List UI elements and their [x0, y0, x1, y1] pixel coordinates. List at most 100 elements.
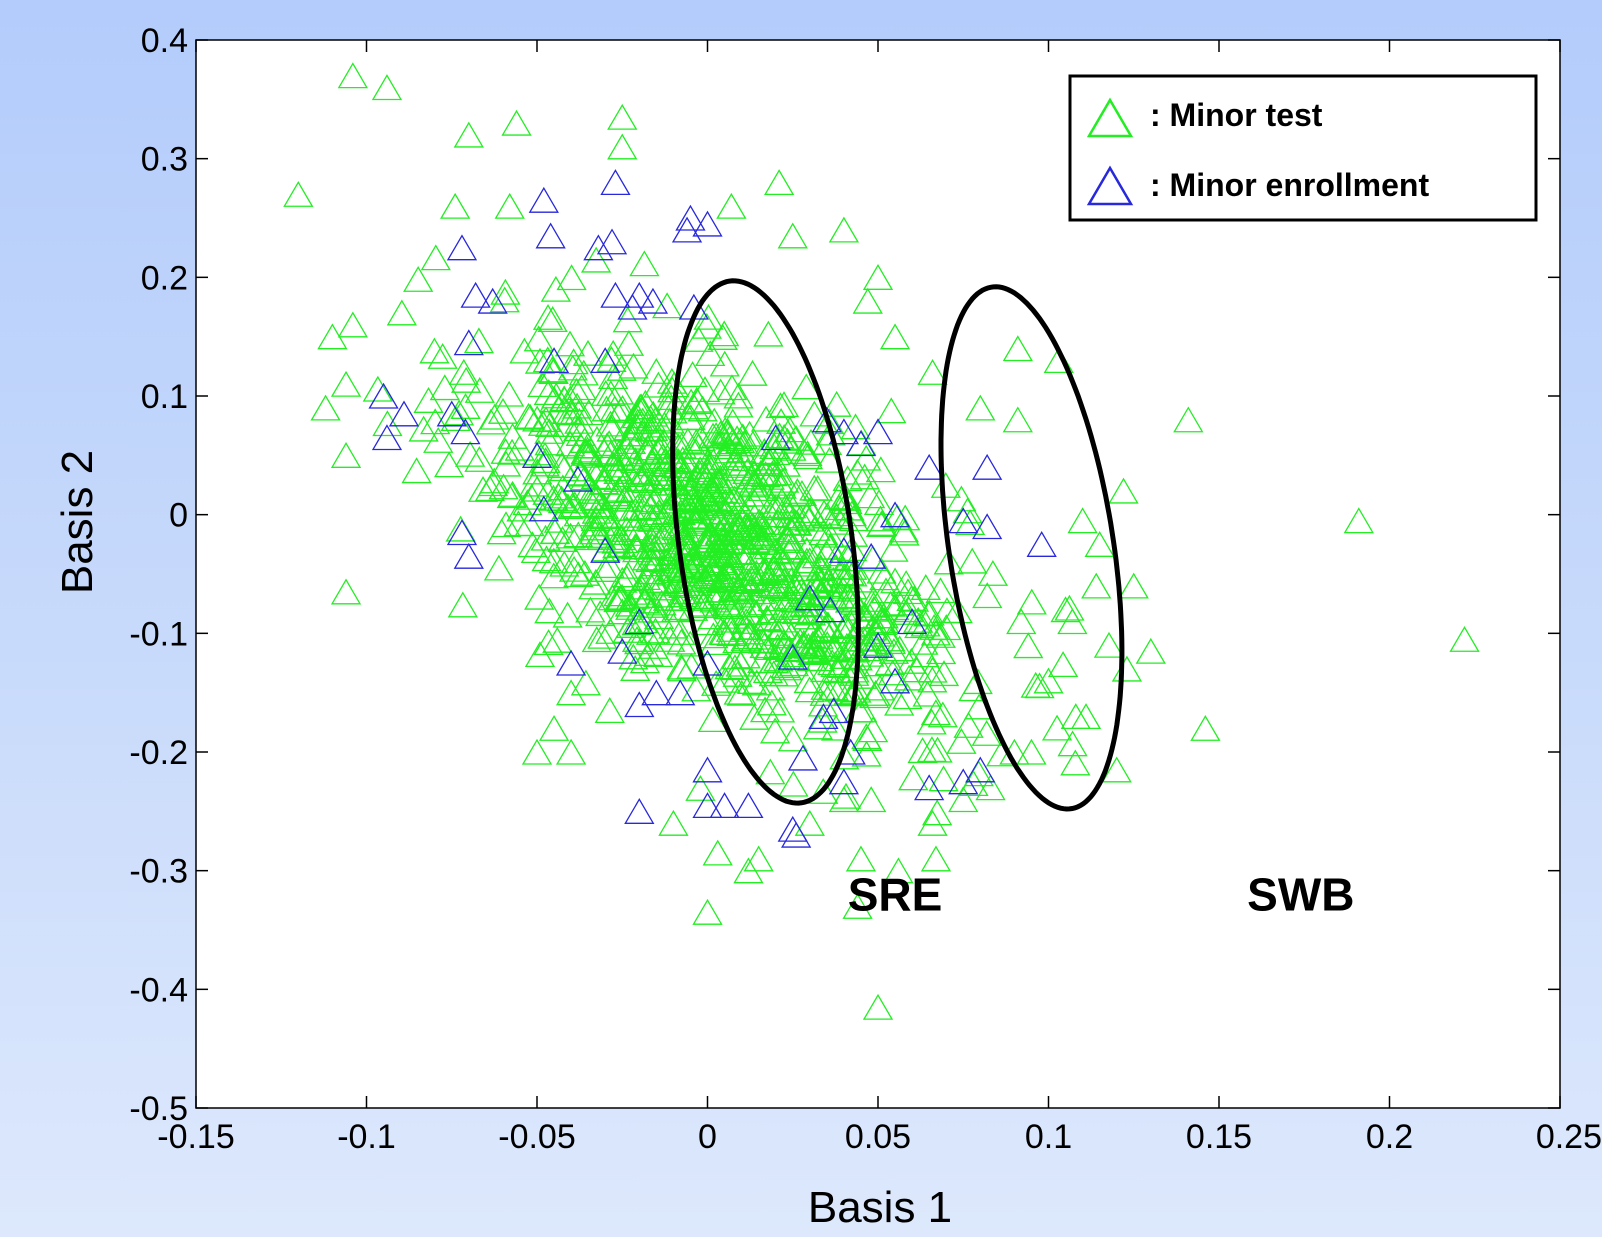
- data-point-minor-test: [975, 774, 1006, 801]
- data-point-minor-test: [443, 399, 475, 426]
- data-point-minor-test: [598, 451, 629, 478]
- data-point-minor-test: [747, 558, 779, 585]
- data-point-minor-test: [788, 629, 819, 656]
- data-point-minor-test: [909, 641, 940, 668]
- data-point-minor-test: [595, 380, 626, 407]
- data-point-minor-enrollment: [460, 281, 491, 308]
- data-point-minor-test: [740, 471, 771, 498]
- data-point-minor-enrollment: [600, 281, 631, 308]
- data-point-minor-test: [489, 286, 520, 313]
- data-point-minor-test: [725, 650, 756, 677]
- data-point-minor-test: [1002, 335, 1033, 362]
- data-point-minor-test: [765, 392, 796, 419]
- data-point-minor-test: [709, 444, 740, 471]
- data-point-minor-enrollment: [555, 649, 587, 676]
- data-point-minor-test: [575, 596, 606, 623]
- data-point-minor-test: [601, 527, 632, 554]
- data-point-minor-test: [801, 542, 832, 569]
- data-point-minor-test: [711, 419, 742, 446]
- data-point-minor-test: [764, 696, 796, 723]
- data-point-minor-test: [738, 469, 769, 496]
- region-label-sre: SRE: [848, 868, 943, 920]
- data-point-minor-test: [764, 422, 795, 449]
- data-point-minor-test: [811, 540, 842, 567]
- data-point-minor-test: [601, 480, 632, 507]
- data-point-minor-test: [699, 629, 730, 656]
- data-point-minor-test: [893, 596, 924, 623]
- data-point-minor-test: [613, 329, 645, 356]
- region-ellipses: [670, 278, 1125, 812]
- data-point-minor-enrollment: [450, 418, 481, 445]
- data-point-minor-test: [775, 641, 806, 668]
- data-point-minor-test: [719, 602, 750, 629]
- data-point-minor-test: [776, 492, 807, 519]
- data-point-minor-test: [763, 169, 795, 196]
- ellipse-sre: [670, 278, 861, 806]
- data-point-minor-test: [581, 626, 612, 653]
- data-point-minor-test: [532, 346, 563, 373]
- data-point-minor-enrollment: [828, 768, 860, 795]
- data-point-minor-test: [521, 405, 553, 432]
- data-point-minor-test: [799, 571, 830, 598]
- data-point-minor-test: [450, 393, 481, 419]
- data-point-minor-test: [946, 727, 977, 754]
- data-point-minor-enrollment: [388, 400, 420, 427]
- data-point-minor-test: [747, 475, 778, 502]
- data-point-minor-test: [546, 452, 577, 479]
- data-point-minor-test: [592, 432, 623, 459]
- data-point-minor-test: [759, 717, 791, 744]
- data-point-minor-test: [875, 625, 906, 652]
- data-point-minor-test: [922, 799, 953, 826]
- data-point-minor-test: [486, 518, 517, 545]
- data-point-minor-test: [658, 809, 689, 836]
- data-point-minor-test: [709, 350, 740, 377]
- data-point-minor-test: [501, 109, 532, 136]
- region-labels: SRE SWB: [848, 868, 1355, 920]
- data-point-minor-test: [802, 474, 833, 501]
- data-point-minor-enrollment: [596, 228, 628, 255]
- data-point-minor-test: [866, 510, 898, 536]
- data-point-minor-test: [758, 555, 790, 582]
- data-point-minor-test: [795, 621, 827, 648]
- data-point-minor-test: [730, 613, 761, 640]
- data-point-minor-test: [563, 521, 594, 548]
- data-point-minor-test: [1067, 507, 1098, 534]
- data-point-minor-test: [730, 514, 761, 541]
- data-point-minor-test: [569, 427, 600, 454]
- data-point-minor-test: [516, 483, 547, 510]
- data-point-minor-test: [824, 508, 855, 535]
- y-tick-label: -0.2: [129, 734, 188, 772]
- data-point-minor-test: [714, 542, 746, 569]
- data-point-minor-test: [925, 638, 957, 665]
- data-point-minor-test: [856, 786, 887, 813]
- legend-label-minor-test: : Minor test: [1150, 97, 1323, 133]
- data-point-minor-test: [559, 491, 590, 518]
- data-point-minor-test: [753, 448, 784, 475]
- data-point-minor-test: [759, 559, 790, 586]
- data-point-minor-enrollment: [528, 186, 559, 213]
- data-point-minor-test: [496, 438, 528, 465]
- data-point-minor-test: [910, 574, 941, 600]
- data-point-minor-test: [893, 664, 925, 691]
- data-point-minor-test: [723, 391, 754, 418]
- data-point-minor-test: [614, 440, 645, 467]
- data-point-minor-test: [711, 589, 743, 616]
- data-point-minor-enrollment: [862, 631, 894, 658]
- data-point-minor-test: [913, 600, 944, 627]
- data-point-minor-test: [621, 536, 653, 563]
- data-point-minor-test: [423, 426, 454, 453]
- data-point-minor-test: [637, 469, 668, 496]
- data-point-minor-test: [795, 497, 826, 524]
- data-point-minor-test: [773, 502, 805, 529]
- data-point-minor-test: [563, 500, 594, 527]
- data-point-minor-test: [749, 696, 781, 723]
- data-point-minor-test: [362, 375, 393, 402]
- data-point-minor-test: [555, 679, 587, 706]
- data-point-minor-enrollment: [794, 584, 825, 611]
- data-point-minor-test: [697, 706, 728, 733]
- data-point-minor-test: [698, 483, 729, 510]
- data-point-minor-test: [589, 556, 621, 582]
- data-point-minor-test: [493, 380, 525, 407]
- data-point-minor-test: [666, 655, 697, 682]
